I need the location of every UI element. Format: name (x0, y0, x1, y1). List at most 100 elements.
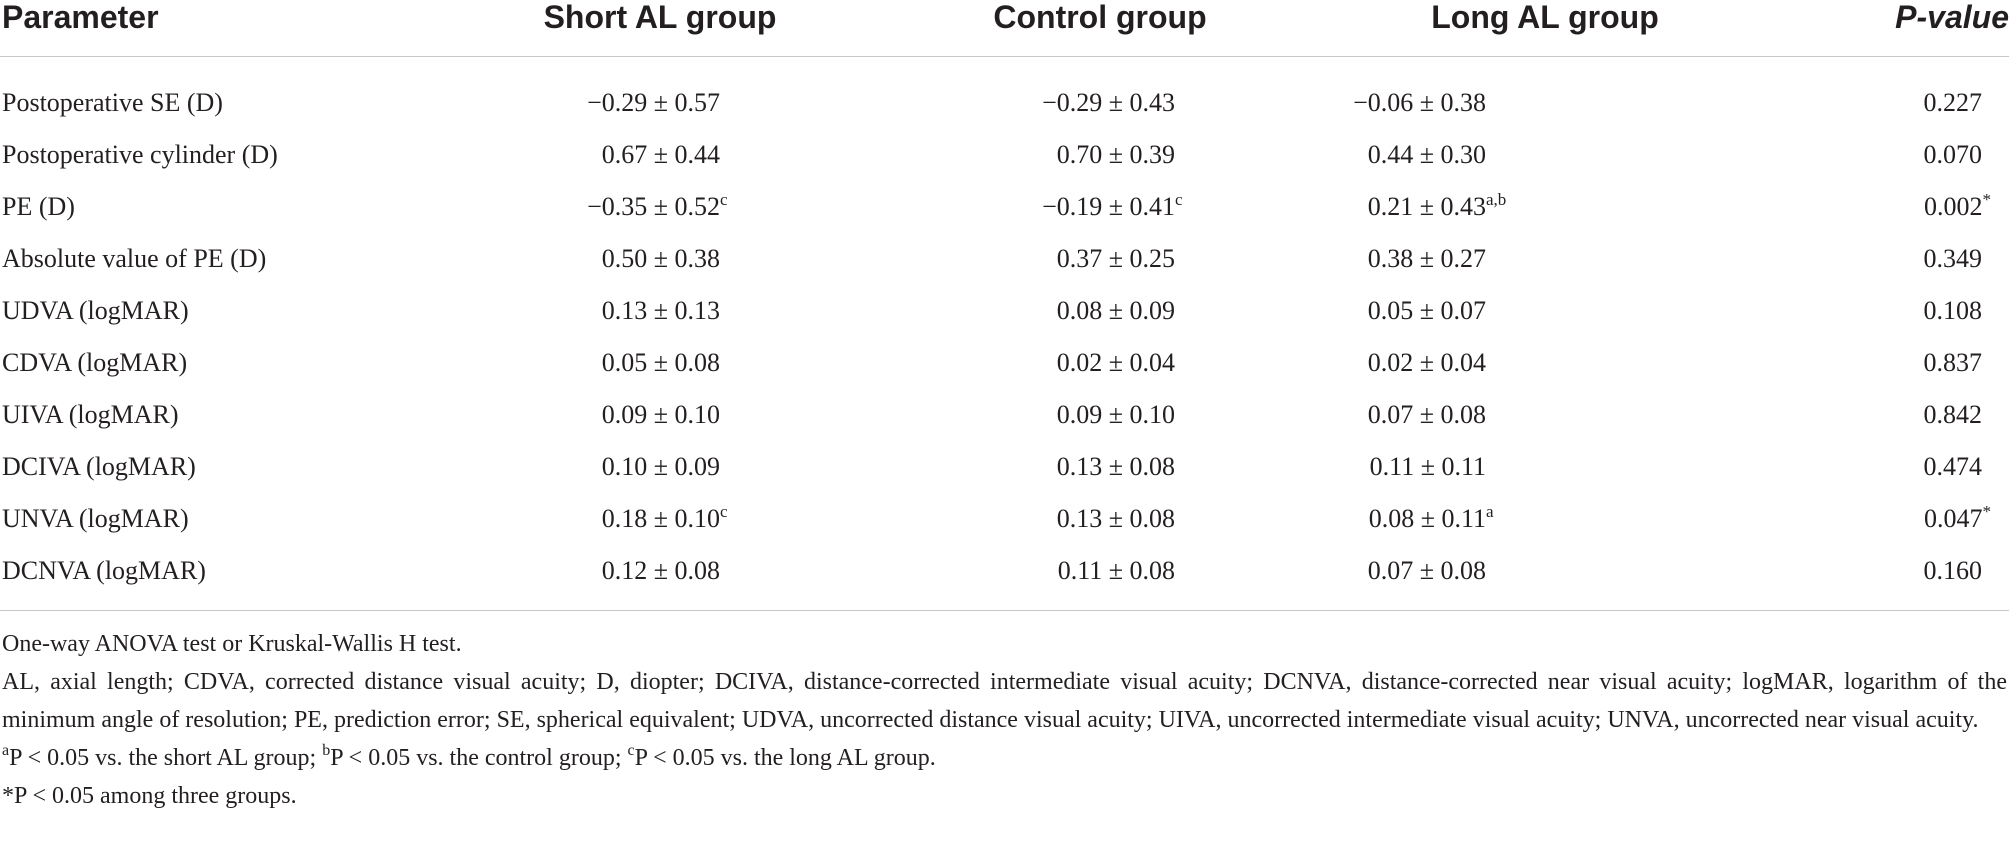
long-al-value-wrap: 0.38 ± 0.27 (1336, 244, 1486, 274)
long-al-value-text: 0.38 ± 0.27 (1367, 244, 1486, 273)
table-row: UDVA (logMAR) 0.13 ± 0.13 0.08 ± 0.09 0.05 … (0, 285, 2009, 337)
control-value-text: 0.37 ± 0.25 (1056, 244, 1175, 273)
long-al-value-cell: 0.02 ± 0.04 (1320, 337, 1770, 389)
short-al-value-cell: 0.18 ± 0.10c (440, 493, 880, 545)
control-value-cell: 0.08 ± 0.09 (880, 285, 1320, 337)
long-al-value-wrap: 0.02 ± 0.04 (1336, 348, 1486, 378)
header-long-al-group: Long AL group (1320, 0, 1770, 57)
short-al-value-cell: 0.09 ± 0.10 (440, 389, 880, 441)
short-al-value-wrap: −0.35 ± 0.52c (570, 191, 727, 222)
control-value-wrap: 0.09 ± 0.10 (1025, 400, 1175, 430)
short-al-value-text: 0.13 ± 0.13 (601, 296, 720, 325)
short-al-value-wrap: 0.67 ± 0.44 (570, 140, 720, 170)
parameter-cell: PE (D) (2, 192, 75, 221)
p-value-text: 0.349 (1923, 244, 1983, 273)
control-value-wrap: 0.11 ± 0.08 (1025, 556, 1175, 586)
control-value-cell: −0.29 ± 0.43 (880, 77, 1320, 129)
table-row: Absolute value of PE (D) 0.50 ± 0.38 0.37 … (0, 233, 2009, 285)
short-al-value-wrap: 0.10 ± 0.09 (570, 452, 720, 482)
short-al-value-wrap: 0.18 ± 0.10c (570, 502, 728, 534)
control-value-cell: 0.09 ± 0.10 (880, 389, 1320, 441)
p-value-text: 0.047 (1924, 504, 1983, 533)
control-value-text: 0.13 ± 0.08 (1056, 452, 1175, 481)
long-al-value-text: 0.21 ± 0.43 (1367, 192, 1486, 221)
control-value-wrap: −0.29 ± 0.43 (1025, 88, 1175, 118)
footnote-b-text: P < 0.05 vs. the control group; (330, 745, 628, 771)
short-al-value-wrap: 0.05 ± 0.08 (570, 348, 720, 378)
short-al-value-text: 0.67 ± 0.44 (601, 140, 720, 169)
control-value-cell: 0.70 ± 0.39 (880, 129, 1320, 181)
control-value-cell: −0.19 ± 0.41c (880, 181, 1320, 233)
short-al-value-wrap: 0.50 ± 0.38 (570, 244, 720, 274)
long-al-value-cell: 0.44 ± 0.30 (1320, 129, 1770, 181)
short-al-value-text: 0.09 ± 0.10 (601, 400, 720, 429)
long-al-value-cell: 0.21 ± 0.43a,b (1320, 181, 1770, 233)
short-al-value-text: −0.29 ± 0.57 (587, 88, 720, 117)
long-al-value-text: 0.07 ± 0.08 (1367, 556, 1486, 585)
short-al-value-text: −0.35 ± 0.52 (587, 192, 720, 221)
footnote-star-text: P < 0.05 among three groups. (14, 783, 297, 809)
control-value-cell: 0.13 ± 0.08 (880, 493, 1320, 545)
parameter-cell: Postoperative cylinder (D) (2, 140, 278, 169)
long-al-value-cell: 0.05 ± 0.07 (1320, 285, 1770, 337)
long-al-value-footnote-mark: a (1486, 502, 1494, 521)
table-footnotes: One-way ANOVA test or Kruskal-Wallis H t… (0, 610, 2009, 815)
footnote-star: *P < 0.05 among three groups. (0, 777, 2009, 815)
long-al-value-cell: 0.07 ± 0.08 (1320, 545, 1770, 597)
p-value-cell: 0.070 (1770, 129, 2009, 181)
long-al-value-wrap: 0.07 ± 0.08 (1336, 556, 1486, 586)
p-value-cell: 0.349 (1770, 233, 2009, 285)
parameter-cell: UIVA (logMAR) (2, 400, 179, 429)
p-value-cell: 0.837 (1770, 337, 2009, 389)
p-value-cell: 0.108 (1770, 285, 2009, 337)
short-al-value-cell: 0.67 ± 0.44 (440, 129, 880, 181)
parameter-cell: Postoperative SE (D) (2, 88, 223, 117)
short-al-value-cell: 0.05 ± 0.08 (440, 337, 880, 389)
table-body: Postoperative SE (D) −0.29 ± 0.57 −0.29 ± … (0, 57, 2009, 598)
control-value-footnote-mark: c (1175, 190, 1183, 209)
long-al-value-wrap: 0.05 ± 0.07 (1336, 296, 1486, 326)
p-value-cell: 0.474 (1770, 441, 2009, 493)
control-value-cell: 0.11 ± 0.08 (880, 545, 1320, 597)
table-header: Parameter Short AL group Control group L… (0, 0, 2009, 57)
table-row: DCNVA (logMAR) 0.12 ± 0.08 0.11 ± 0.08 0.07… (0, 545, 2009, 597)
long-al-value-cell: −0.06 ± 0.38 (1320, 77, 1770, 129)
short-al-value-cell: 0.10 ± 0.09 (440, 441, 880, 493)
short-al-value-wrap: 0.13 ± 0.13 (570, 296, 720, 326)
short-al-value-cell: 0.13 ± 0.13 (440, 285, 880, 337)
control-value-wrap: 0.13 ± 0.08 (1025, 504, 1175, 534)
p-value-text: 0.108 (1923, 296, 1983, 325)
short-al-value-cell: 0.50 ± 0.38 (440, 233, 880, 285)
footnote-abbreviations: AL, axial length; CDVA, corrected distan… (2, 669, 2007, 733)
table-row: Postoperative SE (D) −0.29 ± 0.57 −0.29 ± … (0, 77, 2009, 129)
table-row: DCIVA (logMAR) 0.10 ± 0.09 0.13 ± 0.08 0.11… (0, 441, 2009, 493)
long-al-value-wrap: 0.07 ± 0.08 (1336, 400, 1486, 430)
long-al-value-text: 0.44 ± 0.30 (1367, 140, 1486, 169)
control-value-wrap: 0.02 ± 0.04 (1025, 348, 1175, 378)
footnote-star-mark: * (2, 783, 14, 809)
footnote-c-text: P < 0.05 vs. the long AL group. (634, 745, 936, 771)
long-al-value-text: 0.02 ± 0.04 (1367, 348, 1486, 377)
header-row: Parameter Short AL group Control group L… (0, 0, 2009, 57)
short-al-value-text: 0.12 ± 0.08 (601, 556, 720, 585)
parameter-cell: CDVA (logMAR) (2, 348, 188, 377)
control-value-text: 0.09 ± 0.10 (1056, 400, 1175, 429)
parameter-cell: UNVA (logMAR) (2, 504, 189, 533)
short-al-value-wrap: 0.12 ± 0.08 (570, 556, 720, 586)
p-value-text: 0.842 (1923, 400, 1983, 429)
long-al-value-text: 0.05 ± 0.07 (1367, 296, 1486, 325)
footnote-mark-c: c (627, 742, 635, 759)
p-value-footnote-mark: * (1982, 502, 1992, 521)
short-al-value-text: 0.10 ± 0.09 (601, 452, 720, 481)
table-row: CDVA (logMAR) 0.05 ± 0.08 0.02 ± 0.04 0.02 … (0, 337, 2009, 389)
long-al-value-footnote-mark: a,b (1486, 190, 1507, 209)
long-al-value-wrap: 0.44 ± 0.30 (1336, 140, 1486, 170)
control-value-wrap: −0.19 ± 0.41c (1025, 190, 1183, 222)
p-value-cell: 0.047* (1770, 493, 2009, 545)
parameter-cell: DCIVA (logMAR) (2, 452, 196, 481)
header-parameter: Parameter (0, 0, 440, 57)
p-value-text: 0.160 (1923, 556, 1983, 585)
short-al-value-footnote-mark: c (720, 502, 728, 521)
long-al-value-wrap: 0.11 ± 0.11 (1336, 452, 1486, 482)
